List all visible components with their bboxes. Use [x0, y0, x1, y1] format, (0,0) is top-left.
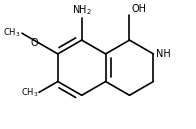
Text: NH: NH [156, 49, 171, 59]
Text: NH$_2$: NH$_2$ [72, 4, 92, 17]
Text: OH: OH [132, 3, 146, 14]
Text: CH$_3$: CH$_3$ [4, 27, 21, 39]
Text: O: O [30, 38, 38, 48]
Text: CH$_3$: CH$_3$ [21, 86, 38, 99]
